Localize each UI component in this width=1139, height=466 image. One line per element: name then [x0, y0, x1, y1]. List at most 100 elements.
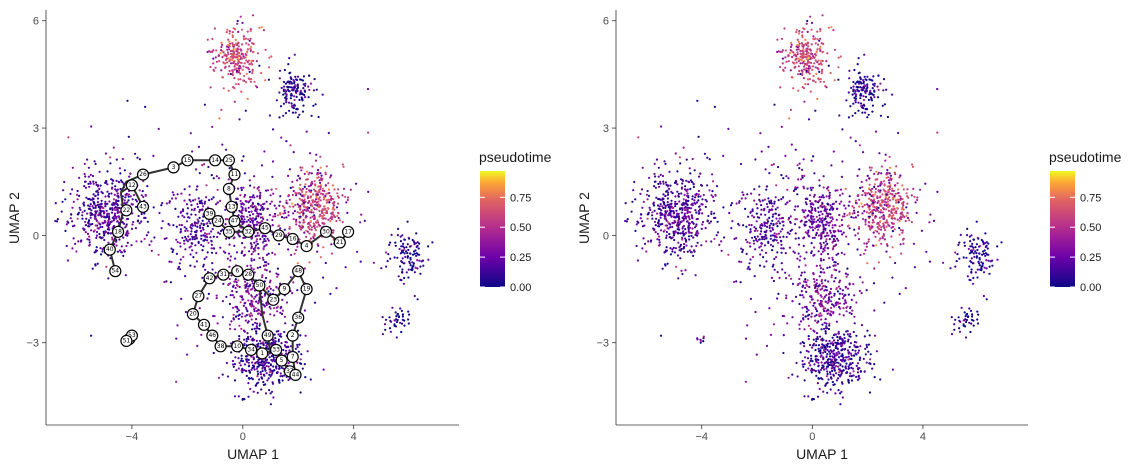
cell-point — [293, 82, 296, 85]
cell-point — [295, 194, 298, 197]
cell-point — [265, 261, 268, 264]
cell-point — [65, 244, 68, 248]
cell-point — [695, 211, 698, 214]
cell-point — [95, 236, 98, 239]
cell-point — [971, 315, 974, 318]
pseudotime-legend: pseudotime 0.000.250.500.75 — [479, 149, 552, 294]
cell-point — [60, 210, 63, 213]
cell-point — [778, 217, 781, 220]
cell-point — [183, 216, 186, 219]
cell-point — [308, 210, 311, 214]
cell-point — [249, 196, 252, 199]
cell-point — [263, 294, 266, 297]
cell-point — [689, 226, 692, 229]
cell-point — [327, 188, 330, 191]
cell-point — [818, 63, 821, 66]
cell-point — [243, 172, 246, 175]
cell-point — [664, 224, 667, 227]
cell-point — [231, 359, 235, 363]
cell-point — [819, 264, 822, 267]
cell-point — [697, 193, 700, 196]
cell-point — [130, 227, 134, 230]
cell-point — [245, 290, 248, 293]
trajectory-node-label: 1 — [260, 350, 264, 357]
cell-point — [303, 363, 306, 366]
cell-point — [877, 206, 880, 209]
cell-point — [986, 247, 989, 250]
cell-point — [106, 183, 109, 186]
cell-point — [395, 336, 398, 339]
cell-point — [769, 234, 773, 237]
cell-point — [212, 62, 215, 65]
cell-point — [854, 82, 857, 85]
cell-point — [191, 238, 194, 241]
cell-point — [326, 206, 329, 210]
cell-point — [773, 238, 776, 241]
cell-point — [748, 268, 751, 271]
cell-point — [177, 265, 180, 269]
cell-point — [310, 114, 313, 117]
cell-point — [877, 88, 880, 91]
cell-point — [191, 235, 194, 239]
cell-point — [202, 263, 205, 266]
cell-point — [324, 208, 327, 211]
cell-point — [312, 236, 315, 240]
cell-point — [306, 196, 309, 200]
cell-point — [908, 219, 911, 222]
cell-point — [216, 322, 219, 325]
cell-point — [237, 279, 240, 282]
cell-point — [247, 206, 250, 209]
cell-point — [257, 234, 261, 237]
cell-point — [886, 185, 889, 188]
cell-point — [873, 193, 876, 196]
cell-point — [264, 358, 267, 361]
cell-point — [95, 230, 99, 234]
cell-point — [176, 324, 179, 327]
cell-point — [789, 108, 793, 111]
cell-point — [269, 375, 272, 378]
cell-point — [237, 357, 240, 360]
cell-point — [259, 216, 262, 219]
cell-point — [221, 228, 224, 231]
cell-point — [810, 61, 813, 65]
trajectory-node-label: 33 — [272, 346, 280, 353]
cell-point — [978, 245, 981, 248]
cell-point — [828, 339, 831, 343]
cell-point — [249, 335, 252, 338]
cell-point — [676, 202, 679, 205]
cell-point — [271, 224, 274, 227]
cell-point — [112, 146, 115, 149]
cell-point — [298, 187, 301, 190]
cell-point — [247, 395, 250, 398]
cell-point — [95, 246, 98, 249]
cell-point — [239, 194, 242, 197]
cell-point — [298, 221, 301, 224]
cell-point — [414, 242, 418, 245]
cell-point — [194, 198, 197, 201]
cell-point — [701, 220, 705, 224]
cell-point — [400, 322, 404, 325]
cell-point — [238, 337, 241, 341]
cell-point — [820, 203, 823, 207]
cell-point — [261, 256, 264, 259]
cell-point — [996, 245, 999, 248]
cell-point — [322, 368, 325, 371]
cell-point — [773, 232, 776, 235]
cell-point — [797, 243, 801, 246]
cell-point — [203, 202, 206, 205]
cell-point — [211, 125, 214, 128]
cell-point — [661, 267, 664, 270]
cell-point — [971, 282, 975, 285]
cell-point — [253, 80, 256, 83]
cell-point — [676, 221, 680, 224]
cell-point — [797, 65, 800, 68]
cell-point — [977, 313, 980, 316]
cell-point — [862, 252, 866, 255]
cell-point — [250, 259, 253, 262]
cell-point — [895, 201, 898, 204]
cell-point — [261, 362, 264, 365]
cell-point — [808, 72, 811, 75]
cell-point — [112, 201, 115, 204]
cell-point — [296, 83, 299, 86]
cell-point — [123, 199, 126, 202]
